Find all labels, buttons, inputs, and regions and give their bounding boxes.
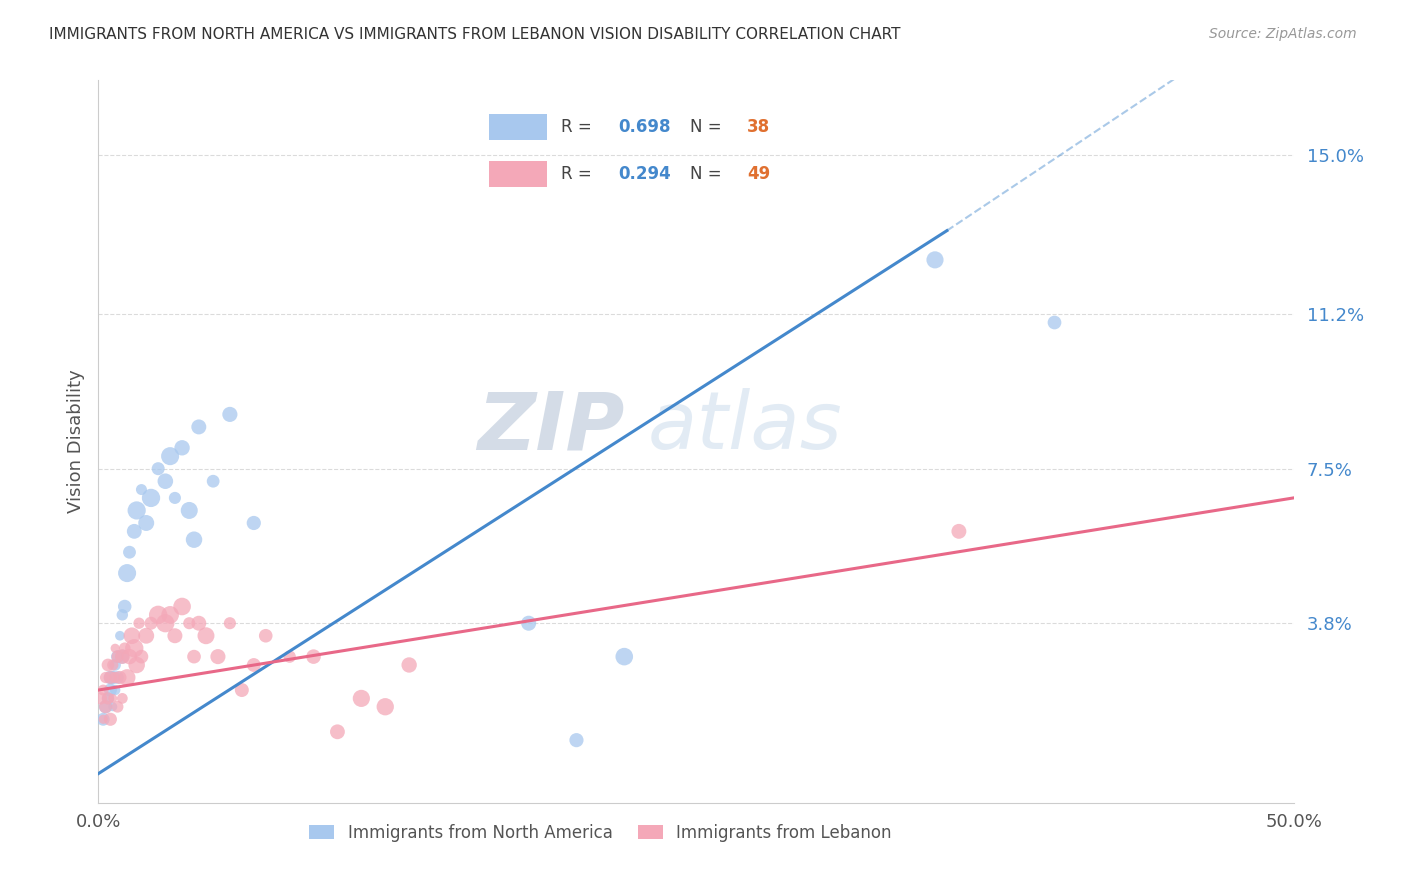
- Point: [148, 461, 170, 475]
- Point: [148, 607, 170, 622]
- Point: [104, 683, 127, 698]
- Point: [101, 671, 124, 685]
- Point: [243, 516, 266, 530]
- Point: [131, 483, 153, 497]
- Point: [159, 449, 181, 463]
- Point: [111, 649, 134, 664]
- Point: [207, 649, 229, 664]
- Point: [1043, 316, 1066, 330]
- Point: [101, 657, 124, 672]
- Text: IMMIGRANTS FROM NORTH AMERICA VS IMMIGRANTS FROM LEBANON VISION DISABILITY CORRE: IMMIGRANTS FROM NORTH AMERICA VS IMMIGRA…: [49, 27, 901, 42]
- Point: [111, 649, 134, 664]
- Point: [98, 671, 122, 685]
- Text: atlas: atlas: [648, 388, 844, 467]
- Point: [172, 441, 194, 455]
- Point: [115, 671, 138, 685]
- Point: [125, 657, 148, 672]
- Point: [104, 641, 127, 656]
- Point: [187, 420, 209, 434]
- Point: [107, 699, 129, 714]
- Point: [398, 657, 420, 672]
- Point: [183, 649, 205, 664]
- Point: [202, 474, 225, 488]
- Point: [131, 649, 153, 664]
- Point: [111, 691, 134, 706]
- Point: [231, 683, 253, 698]
- Point: [94, 699, 117, 714]
- Point: [97, 657, 120, 672]
- Point: [179, 616, 201, 631]
- Point: [183, 533, 205, 547]
- Point: [195, 629, 218, 643]
- Point: [135, 516, 157, 530]
- Point: [98, 671, 122, 685]
- Text: ZIP: ZIP: [477, 388, 624, 467]
- Point: [139, 491, 162, 505]
- Point: [517, 616, 540, 631]
- Point: [128, 616, 150, 631]
- Point: [108, 671, 131, 685]
- Point: [139, 616, 162, 631]
- Point: [326, 724, 349, 739]
- Point: [94, 671, 117, 685]
- Point: [155, 616, 177, 631]
- Point: [104, 671, 127, 685]
- Point: [278, 649, 301, 664]
- Point: [124, 524, 146, 539]
- Point: [91, 712, 114, 726]
- Point: [243, 657, 266, 672]
- Point: [97, 691, 120, 706]
- Point: [163, 629, 186, 643]
- Point: [108, 629, 131, 643]
- Point: [104, 657, 127, 672]
- Point: [118, 545, 141, 559]
- Point: [114, 599, 136, 614]
- Point: [187, 616, 209, 631]
- Point: [125, 503, 148, 517]
- Y-axis label: Vision Disability: Vision Disability: [66, 369, 84, 514]
- Point: [179, 503, 201, 517]
- Point: [114, 641, 136, 656]
- Point: [107, 671, 129, 685]
- Point: [98, 712, 122, 726]
- Point: [924, 252, 946, 267]
- Point: [155, 474, 177, 488]
- Point: [101, 691, 124, 706]
- Point: [91, 712, 114, 726]
- Point: [91, 683, 114, 698]
- Point: [172, 599, 194, 614]
- Point: [350, 691, 373, 706]
- Point: [302, 649, 325, 664]
- Point: [98, 683, 122, 698]
- Point: [94, 699, 117, 714]
- Point: [254, 629, 277, 643]
- Point: [107, 649, 129, 664]
- Legend: Immigrants from North America, Immigrants from Lebanon: Immigrants from North America, Immigrant…: [302, 817, 898, 848]
- Point: [121, 629, 143, 643]
- Point: [374, 699, 396, 714]
- Point: [613, 649, 636, 664]
- Point: [565, 733, 588, 747]
- Point: [115, 566, 138, 580]
- Point: [948, 524, 970, 539]
- Point: [163, 491, 186, 505]
- Point: [118, 649, 141, 664]
- Point: [111, 607, 134, 622]
- Text: Source: ZipAtlas.com: Source: ZipAtlas.com: [1209, 27, 1357, 41]
- Point: [219, 616, 242, 631]
- Point: [219, 408, 242, 422]
- Point: [124, 641, 146, 656]
- Point: [107, 649, 129, 664]
- Point: [159, 607, 181, 622]
- Point: [101, 699, 124, 714]
- Point: [97, 691, 120, 706]
- Point: [90, 691, 112, 706]
- Point: [135, 629, 157, 643]
